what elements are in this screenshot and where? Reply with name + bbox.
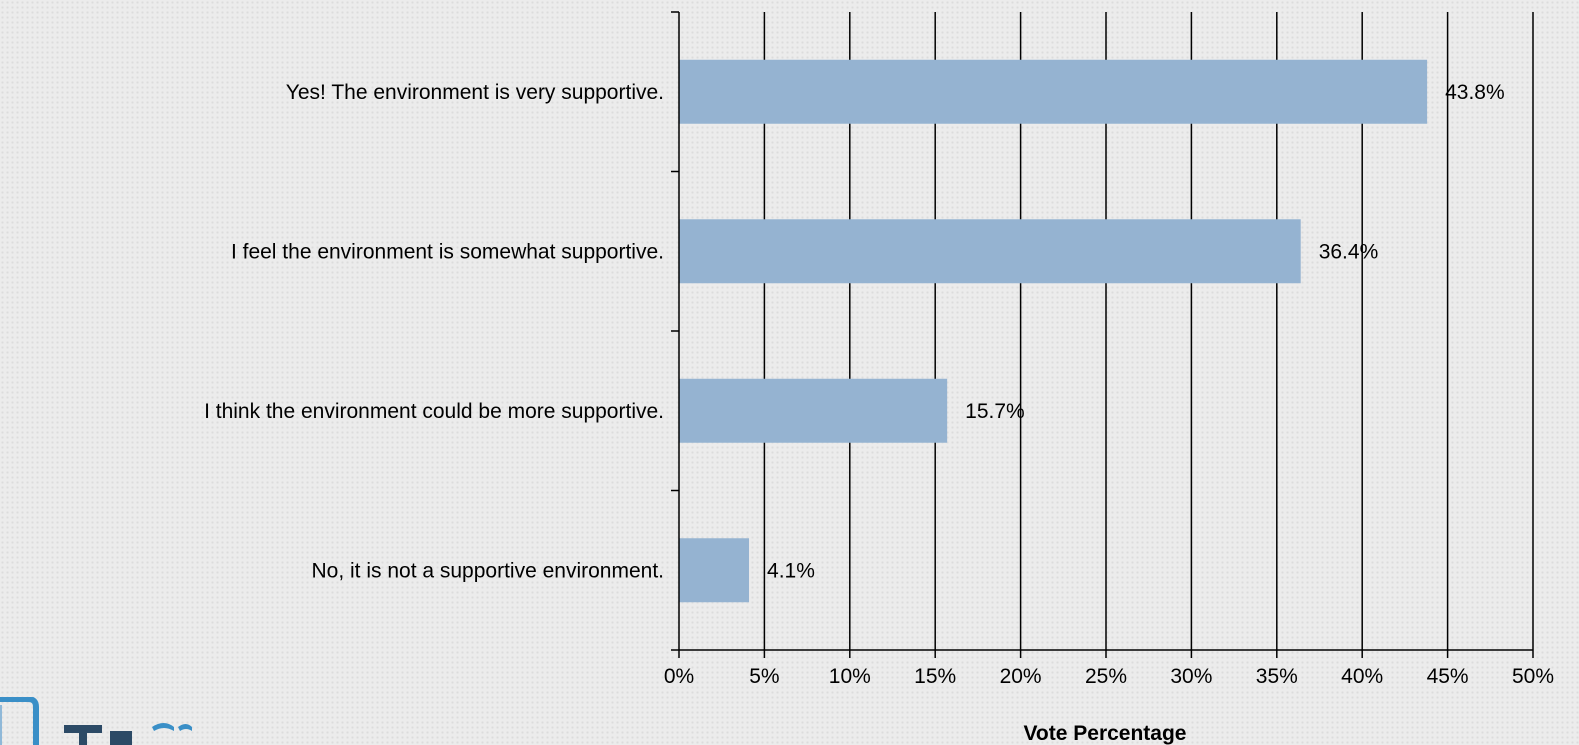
data-label: 36.4% bbox=[1319, 240, 1379, 263]
data-label: 43.8% bbox=[1445, 81, 1505, 104]
bar bbox=[679, 219, 1301, 284]
x-tick-label: 45% bbox=[1427, 665, 1469, 688]
x-tick-label: 30% bbox=[1170, 665, 1212, 688]
x-tick-label: 40% bbox=[1341, 665, 1383, 688]
bar bbox=[679, 59, 1428, 124]
x-tick-label: 5% bbox=[749, 665, 779, 688]
x-tick-label: 35% bbox=[1256, 665, 1298, 688]
x-tick-label: 15% bbox=[914, 665, 956, 688]
bars bbox=[679, 59, 1428, 603]
category-label: Yes! The environment is very supportive. bbox=[286, 81, 664, 104]
x-tick-label: 50% bbox=[1512, 665, 1554, 688]
bar bbox=[679, 538, 750, 603]
category-label: I think the environment could be more su… bbox=[204, 400, 664, 423]
axes bbox=[671, 11, 1534, 658]
x-axis-title: Vote Percentage bbox=[1023, 722, 1186, 745]
data-label: 4.1% bbox=[767, 559, 815, 582]
logo-mark-icon bbox=[0, 697, 192, 745]
bar bbox=[679, 378, 948, 443]
category-label: I feel the environment is somewhat suppo… bbox=[231, 240, 664, 263]
category-label: No, it is not a supportive environment. bbox=[311, 559, 664, 582]
data-label: 15.7% bbox=[965, 400, 1025, 423]
x-tick-label: 10% bbox=[829, 665, 871, 688]
company-logo bbox=[0, 697, 192, 745]
x-tick-label: 20% bbox=[1000, 665, 1042, 688]
labels: 0% 5% 10% 15% 20% 25% 30% 35% 40% 45% 50% Yes! The … bbox=[204, 81, 1554, 688]
x-tick-label: 25% bbox=[1085, 665, 1127, 688]
x-tick-label: 0% bbox=[664, 665, 694, 688]
